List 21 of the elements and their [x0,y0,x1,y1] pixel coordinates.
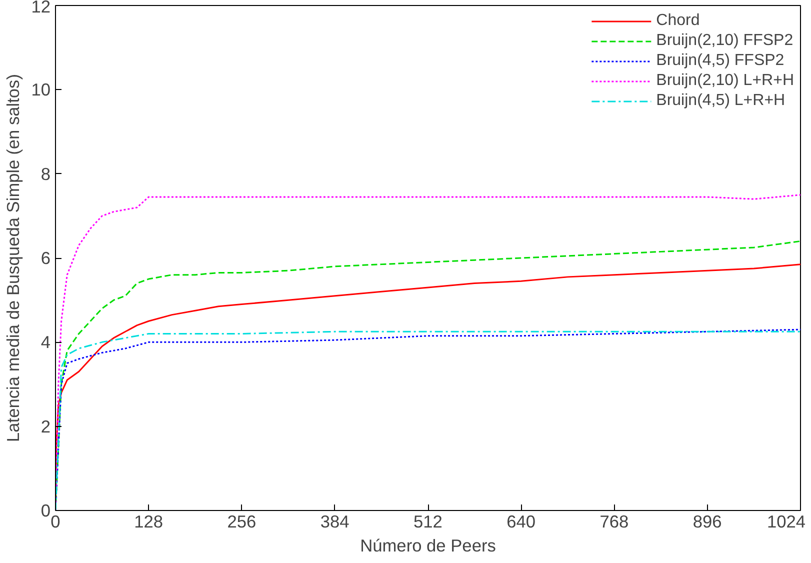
y-tick-label: 2 [40,416,51,436]
y-tick-label: 4 [40,332,51,352]
x-tick-label: 384 [320,512,350,532]
x-tick-label: 512 [414,512,442,532]
legend-label: Chord [656,12,700,30]
legend-label: Bruijn(2,10) FFSP2 [656,32,794,50]
x-tick-label: 1024 [766,512,806,532]
y-axis-title: Latencia media de Busqueda Simple (en saltos) [3,74,24,442]
y-tick-label: 10 [31,80,51,100]
x-tick-label: 640 [506,512,536,532]
legend-label: Bruijn(4,5) FFSP2 [656,52,784,70]
y-tick-label: 8 [40,164,51,184]
x-tick-label: 128 [134,512,164,532]
x-tick-label: 256 [227,512,256,532]
legend-label: Bruijn(2,10) L+R+H [656,72,794,90]
x-tick-label: 768 [600,512,629,532]
x-axis-title: Número de Peers [360,536,496,556]
legend-label: Bruijn(4,5) L+R+H [656,92,786,110]
y-tick-label: 6 [40,248,51,268]
x-tick-label: 896 [692,512,722,532]
y-tick-label: 12 [31,0,51,16]
